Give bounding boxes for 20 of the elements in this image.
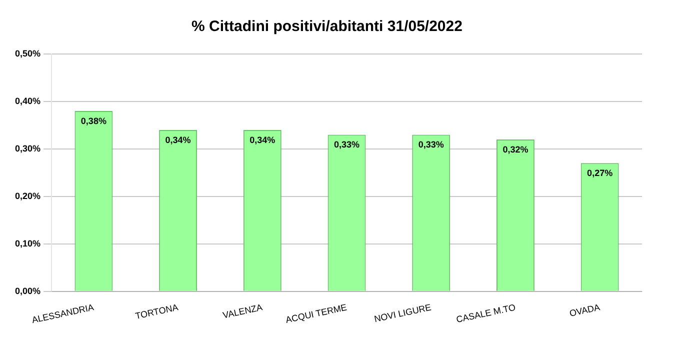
data-label: 0,38%	[80, 116, 106, 126]
y-tick-label: 0,20%	[14, 190, 41, 201]
x-tick-label: TORTONA	[134, 302, 179, 322]
x-tick-label: VALENZA	[222, 302, 264, 320]
data-label: 0,27%	[587, 168, 613, 178]
data-label: 0,33%	[418, 140, 444, 150]
y-tick-label: 0,10%	[14, 238, 41, 248]
data-label: 0,33%	[334, 140, 360, 150]
x-tick-label: NOVI LIGURE	[373, 302, 432, 324]
y-tick-label: 0,50%	[14, 48, 41, 58]
data-label: 0,34%	[250, 134, 276, 145]
y-tick-label: 0,00%	[14, 286, 41, 296]
data-label: 0,32%	[502, 144, 528, 154]
y-tick-label: 0,30%	[14, 143, 41, 154]
x-tick-label: CASALE M.TO	[455, 302, 516, 325]
y-tick-label: 0,40%	[14, 96, 41, 106]
chart-title: % Cittadini positivi/abitanti 31/05/2022	[192, 18, 462, 36]
data-label: 0,34%	[165, 134, 191, 145]
x-tick-label: ACQUI TERME	[284, 302, 348, 325]
x-tick-label: OVADA	[568, 302, 601, 318]
